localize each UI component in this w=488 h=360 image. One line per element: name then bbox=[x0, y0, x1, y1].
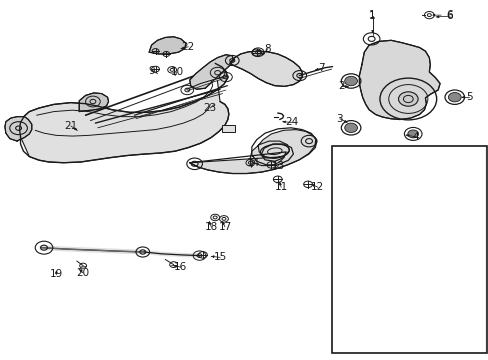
Text: 10: 10 bbox=[170, 67, 183, 77]
Polygon shape bbox=[189, 55, 233, 89]
Text: 5: 5 bbox=[465, 92, 472, 102]
Text: 19: 19 bbox=[49, 269, 63, 279]
Polygon shape bbox=[79, 93, 108, 112]
Text: 21: 21 bbox=[64, 121, 78, 131]
Polygon shape bbox=[229, 51, 302, 86]
Text: 12: 12 bbox=[310, 182, 324, 192]
Text: 8: 8 bbox=[264, 44, 271, 54]
Text: 6: 6 bbox=[446, 10, 452, 20]
Bar bbox=[332, 147, 484, 352]
Text: 2: 2 bbox=[337, 81, 344, 91]
Polygon shape bbox=[149, 37, 185, 54]
Text: 14: 14 bbox=[246, 158, 260, 168]
Circle shape bbox=[344, 123, 357, 132]
Text: 22: 22 bbox=[181, 42, 195, 52]
Text: 6: 6 bbox=[446, 11, 452, 21]
Bar bbox=[331, 146, 486, 353]
Text: 18: 18 bbox=[204, 222, 218, 232]
Text: 24: 24 bbox=[284, 117, 298, 127]
Bar bbox=[222, 125, 234, 132]
Text: 1: 1 bbox=[368, 11, 375, 21]
Circle shape bbox=[407, 130, 418, 138]
Circle shape bbox=[398, 92, 417, 106]
Circle shape bbox=[344, 76, 357, 86]
Polygon shape bbox=[359, 40, 439, 120]
Text: 7: 7 bbox=[318, 63, 325, 73]
Text: 3: 3 bbox=[336, 114, 343, 124]
Polygon shape bbox=[5, 117, 32, 141]
Text: 15: 15 bbox=[213, 252, 226, 262]
Polygon shape bbox=[20, 63, 228, 163]
Polygon shape bbox=[189, 130, 316, 174]
Text: 11: 11 bbox=[274, 182, 287, 192]
Text: 17: 17 bbox=[218, 222, 231, 232]
Circle shape bbox=[447, 93, 460, 102]
Text: 16: 16 bbox=[174, 262, 187, 272]
Text: 4: 4 bbox=[411, 132, 418, 142]
Text: 20: 20 bbox=[77, 268, 89, 278]
Text: 1: 1 bbox=[368, 10, 375, 20]
Text: 23: 23 bbox=[203, 103, 217, 113]
Text: 13: 13 bbox=[271, 161, 285, 171]
Text: 9: 9 bbox=[148, 66, 155, 76]
